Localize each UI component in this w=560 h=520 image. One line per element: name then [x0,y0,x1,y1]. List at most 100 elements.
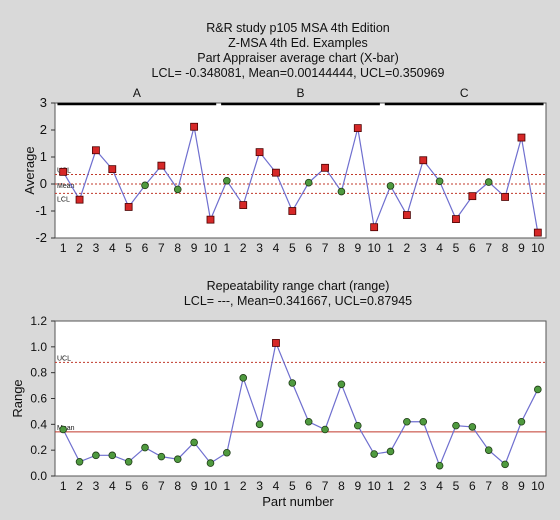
data-point-out-of-control [239,201,248,209]
group-label-a: A [133,86,141,100]
x-tick-label: 5 [289,241,296,255]
x-tick-label: 4 [273,241,280,255]
x-tick-label: 5 [453,241,460,255]
data-point-in-control [157,452,166,461]
x-tick-label: 6 [469,241,476,255]
data-point-out-of-control [353,124,362,133]
x-tick-label: 7 [485,479,492,493]
x-tick-label: 4 [273,479,280,493]
x-tick-label: 4 [109,479,116,493]
y-tick-label: 0.4 [30,417,47,431]
y-tick-label: -2 [35,230,47,245]
y-tick-label: 0.2 [30,443,47,457]
y-tick-label: 1.2 [30,314,47,328]
data-point-out-of-control [468,192,477,201]
y-tick-label: 3 [40,95,47,110]
x-tick-label: 9 [354,479,361,493]
x-tick-label: 10 [531,241,545,255]
x-tick-label: 5 [453,479,460,493]
x-tick-label: 6 [142,241,149,255]
y-tick-label: 1.0 [30,340,47,354]
y-tick-label: 0.8 [30,366,47,380]
data-point-out-of-control [419,156,428,165]
data-point-in-control [321,425,329,434]
y-tick-label: 0.0 [30,469,47,483]
x-tick-label: 3 [93,241,100,255]
header-titles: R&R study p105 MSA 4th Edition Z-MSA 4th… [152,21,445,80]
x-tick-label: 6 [305,241,312,255]
data-point-out-of-control [75,195,84,204]
x-tick-label: 5 [289,479,296,493]
data-point-in-control [386,182,395,190]
data-point-out-of-control [321,163,329,172]
data-point-out-of-control [157,161,166,170]
x-tick-label: 1 [60,479,67,493]
data-point-in-control [223,448,231,457]
x-tick-label: 10 [367,479,381,493]
x-tick-label: 6 [142,479,149,493]
data-point-in-control [108,451,117,460]
data-point-out-of-control [92,146,100,155]
range-chart-titles: Repeatability range chart (range) LCL= -… [184,279,412,308]
x-tick-label: 6 [469,479,476,493]
chart-title-line-4: LCL= -0.348081, Mean=0.00144444, UCL=0.3… [152,66,445,80]
x-tick-label: 4 [436,241,443,255]
chart-title-line-1: R&R study p105 MSA 4th Edition [206,21,389,35]
data-point-in-control [517,417,526,426]
data-point-in-control [141,443,149,452]
x-tick-label: 3 [420,241,427,255]
x-tick-label: 1 [224,241,231,255]
data-point-out-of-control [206,215,215,224]
data-point-in-control [501,460,509,469]
data-point-in-control [141,181,149,190]
data-point-in-control [92,451,100,460]
data-point-in-control [353,421,362,430]
xbar-average-chart: -2-10123AverageUCLMeanLCLABC123456789101… [22,86,547,255]
data-point-out-of-control [272,339,280,347]
x-tick-label: 5 [125,241,132,255]
x-tick-label: 1 [387,479,394,493]
y-axis-label: Range [10,379,25,417]
range-chart-subtitle: LCL= ---, Mean=0.341667, UCL=0.87945 [184,294,412,308]
data-point-in-control [468,423,477,431]
data-point-in-control [304,417,313,426]
x-tick-label: 7 [158,241,165,255]
x-tick-label: 4 [109,241,116,255]
y-tick-label: 0.6 [30,392,47,406]
repeatability-range-chart: 0.00.20.40.60.81.01.2RangeUCLMean1234567… [10,314,547,493]
x-tick-label: 1 [224,479,231,493]
x-tick-label: 8 [338,479,345,493]
x-tick-label: 3 [256,241,263,255]
data-point-in-control [173,455,182,464]
data-point-out-of-control [370,223,379,232]
data-point-out-of-control [59,167,68,176]
data-point-out-of-control [288,207,297,215]
x-tick-label: 3 [93,479,100,493]
x-tick-label: 8 [174,479,181,493]
y-tick-label: 1 [40,149,47,164]
data-point-in-control [337,187,346,196]
data-point-out-of-control [402,211,411,219]
x-tick-label: 2 [404,241,411,255]
x-tick-label: 7 [322,479,329,493]
x-tick-label: 8 [502,241,509,255]
y-tick-label: -1 [35,203,47,218]
data-point-out-of-control [533,228,542,237]
x-tick-label: 2 [240,479,247,493]
control-label-lcl: LCL [57,196,70,203]
data-point-in-control [239,374,248,382]
x-tick-label: 9 [191,479,198,493]
data-point-in-control [484,178,493,186]
data-point-in-control [304,178,313,187]
x-tick-label: 4 [436,479,443,493]
x-tick-label: 10 [531,479,545,493]
data-point-in-control [223,176,231,185]
data-point-in-control [255,420,264,429]
x-tick-label: 1 [60,241,67,255]
x-tick-label: 2 [404,479,411,493]
data-point-in-control [386,447,395,456]
x-tick-label: 2 [76,241,83,255]
y-tick-label: 0 [40,176,47,191]
x-axis-label: Part number [262,494,334,509]
data-point-in-control [124,457,133,466]
